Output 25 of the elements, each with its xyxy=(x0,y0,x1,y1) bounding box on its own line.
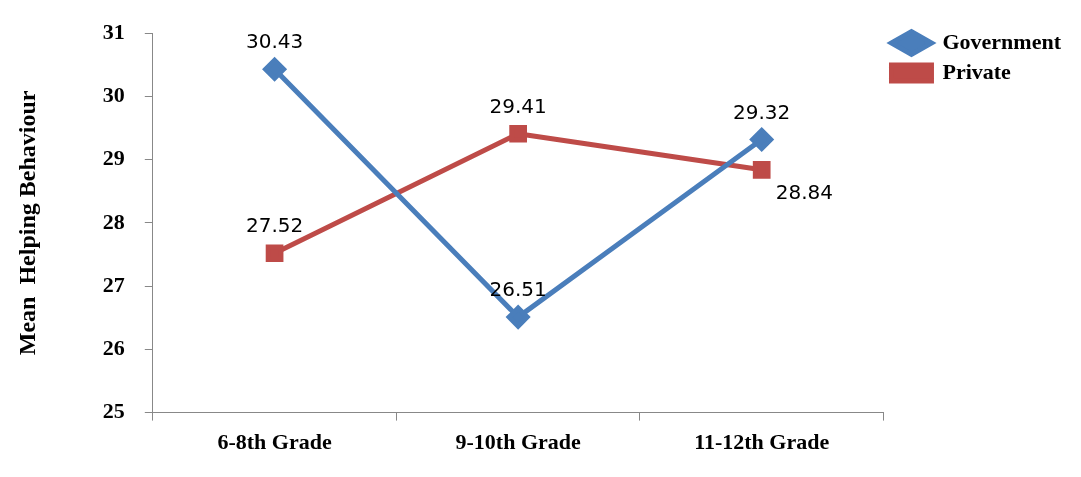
point xyxy=(263,57,287,81)
data-label: 26.51 xyxy=(489,277,547,302)
y-tick-label: 27 xyxy=(102,271,125,297)
point xyxy=(750,127,774,151)
x-tick-label: 9-10th Grade xyxy=(455,429,581,455)
x-tick-label: 11-12th Grade xyxy=(694,429,830,455)
y-tick-label: 30 xyxy=(102,82,125,108)
data-label: 29.32 xyxy=(733,99,791,124)
data-label: 30.43 xyxy=(245,29,304,54)
y-tick-label: 28 xyxy=(102,208,125,234)
y-tick-label: 26 xyxy=(102,335,125,361)
point xyxy=(506,305,530,329)
legend-label: Private xyxy=(942,58,1012,84)
point xyxy=(265,244,284,263)
legend-label: Government xyxy=(942,28,1062,54)
data-label: 28.84 xyxy=(775,179,833,204)
point xyxy=(752,160,771,179)
point xyxy=(509,124,527,143)
y-tick-label: 31 xyxy=(102,18,125,44)
y-tick-label: 29 xyxy=(102,145,125,171)
x-tick-label: 6-8th Grade xyxy=(217,429,332,455)
data-label: 29.41 xyxy=(489,93,547,118)
y-tick-label: 25 xyxy=(102,398,125,424)
data-label: 27.52 xyxy=(245,213,304,238)
y-axis-title: Mean Helping Behaviour xyxy=(13,90,40,356)
